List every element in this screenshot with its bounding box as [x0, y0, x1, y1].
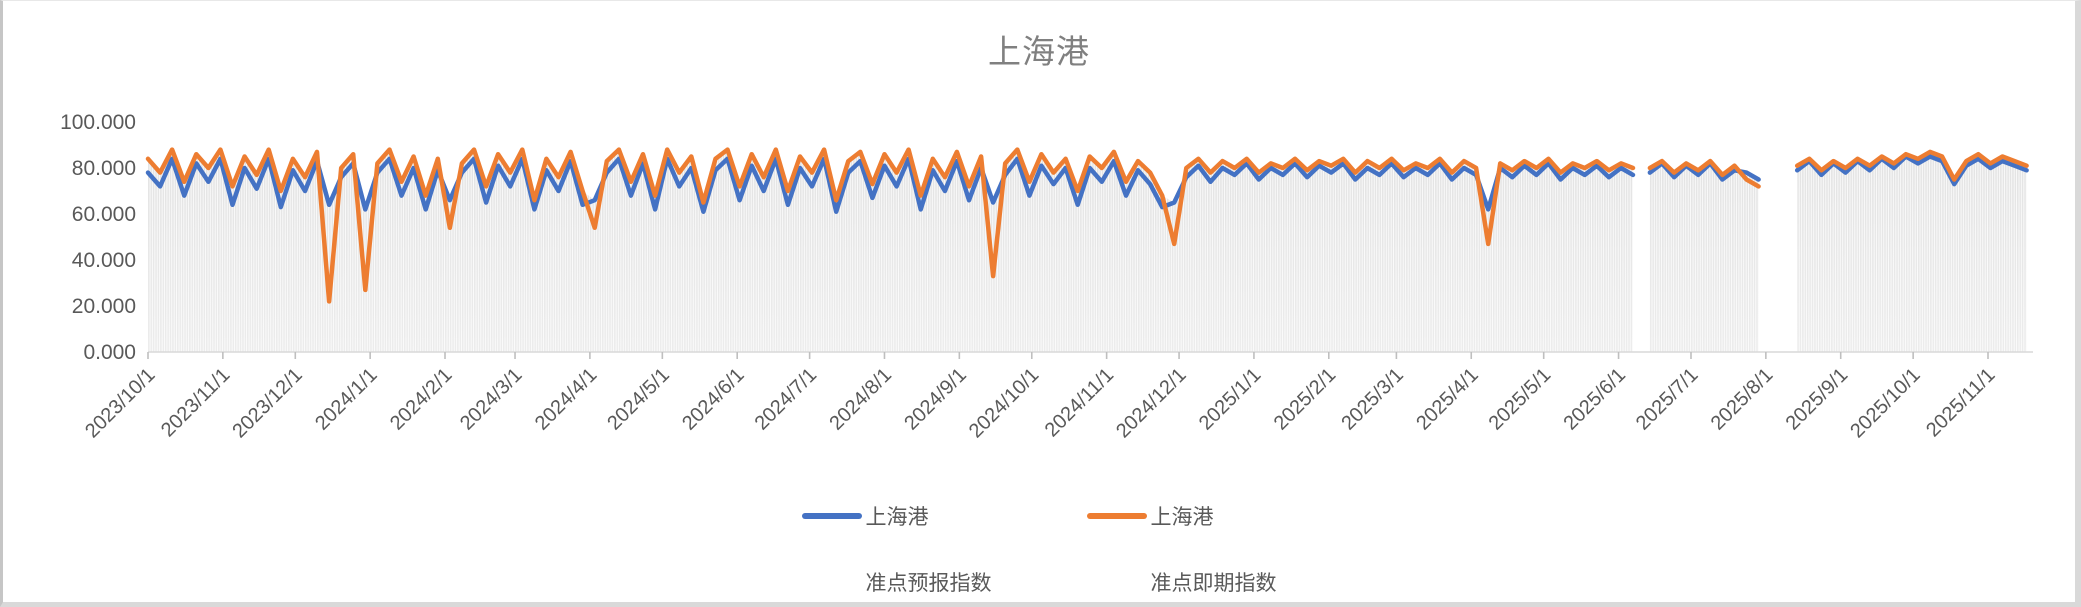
y-tick-label: 80.000 [72, 157, 136, 180]
y-tick-label: 100.000 [60, 111, 136, 134]
x-tick-label: 2025/9/1 [1782, 364, 1853, 435]
x-tick-label: 2025/1/1 [1195, 364, 1266, 435]
legend-label-line1: 上海港 [1150, 506, 1214, 529]
x-tick-label: 2025/2/1 [1270, 364, 1341, 435]
legend-label-line2: 准点即期指数 [1150, 572, 1277, 595]
forecast-index-line[interactable] [1794, 154, 2029, 187]
orange-line-marker-icon [1086, 513, 1147, 519]
x-tick-label: 2024/1/1 [311, 364, 382, 435]
x-tick-label: 2025/8/1 [1707, 364, 1778, 435]
y-tick-label: 20.000 [72, 295, 136, 318]
forecast-index-line[interactable] [145, 156, 1636, 214]
y-tick-label: 40.000 [72, 249, 136, 272]
x-tick-label: 2025/5/1 [1485, 364, 1556, 435]
x-tick-label: 2025/6/1 [1559, 364, 1630, 435]
y-tick-label: 0.000 [83, 341, 136, 364]
x-tick-label: 2024/4/1 [531, 364, 602, 435]
y-tick-label: 60.000 [72, 203, 136, 226]
x-tick-label: 2025/11/1 [1922, 364, 1999, 441]
legend-label-line2: 准点预报指数 [865, 572, 992, 595]
x-tick-label: 2024/10/1 [965, 364, 1043, 442]
x-tick-label: 2025/10/1 [1846, 364, 1924, 442]
x-tick-label: 2025/3/1 [1337, 364, 1408, 435]
x-tick-label: 2023/10/1 [81, 364, 159, 442]
spot-index-line[interactable] [145, 147, 1636, 304]
legend-item-forecast-index[interactable]: 上海港 准点预报指数 [801, 501, 992, 600]
legend-label: 上海港 准点预报指数 [866, 501, 992, 600]
legend-item-spot-index[interactable]: 上海港 准点即期指数 [1086, 501, 1277, 600]
spot-index-line[interactable] [1647, 158, 1761, 189]
legend-label: 上海港 准点即期指数 [1151, 501, 1277, 600]
legend: 上海港 准点预报指数 上海港 准点即期指数 [3, 501, 2075, 600]
spot-index-line[interactable] [1794, 149, 2029, 182]
x-tick-label: 2024/12/1 [1112, 364, 1190, 442]
x-tick-label: 2023/12/1 [228, 364, 306, 442]
x-tick-label: 2024/9/1 [900, 364, 971, 435]
x-tick-label: 2025/7/1 [1632, 364, 1703, 435]
blue-line-marker-icon [801, 513, 862, 519]
x-tick-label: 2024/2/1 [386, 364, 457, 435]
x-tick-label: 2024/8/1 [825, 364, 896, 435]
x-tick-label: 2024/5/1 [603, 364, 674, 435]
x-tick-label: 2023/11/1 [157, 364, 234, 441]
x-tick-label: 2024/3/1 [456, 364, 527, 435]
chart-title: 上海港 [988, 33, 1090, 70]
x-tick-label: 2024/6/1 [678, 364, 749, 435]
x-tick-label: 2024/7/1 [751, 364, 822, 435]
x-tick-label: 2024/11/1 [1041, 364, 1118, 441]
x-tick-label: 2025/4/1 [1412, 364, 1483, 435]
legend-label-line1: 上海港 [865, 506, 929, 529]
